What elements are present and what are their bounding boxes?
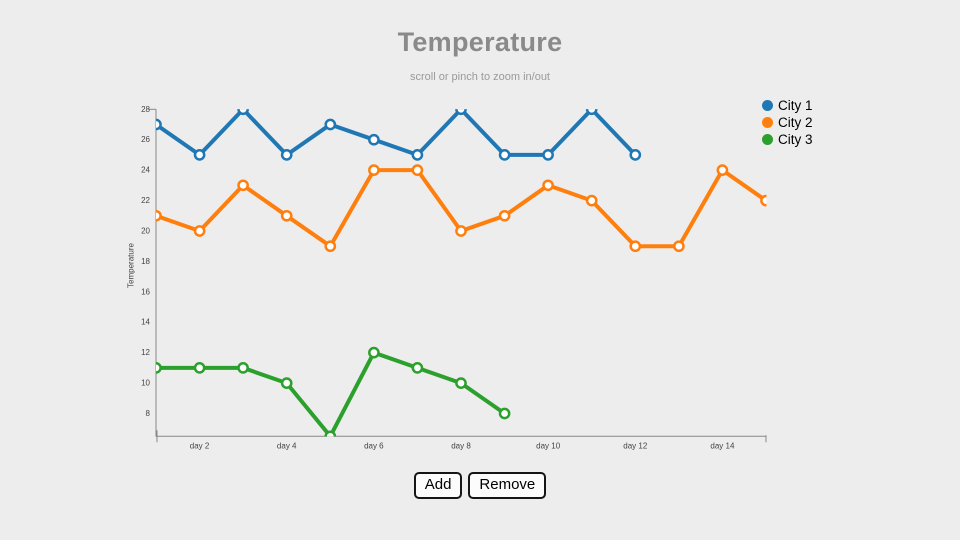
add-button[interactable]: Add	[413, 472, 463, 499]
data-point-city-3[interactable]	[280, 377, 293, 389]
y-tick-label: 12	[141, 348, 150, 357]
chart-legend: City 1 City 2 City 3	[762, 97, 813, 148]
y-tick-label: 28	[141, 105, 150, 114]
temperature-line-chart[interactable]: 8 10 12 14 16 18 20 22 24 26 28 day 2 day 4 day 6 day …	[0, 0, 960, 470]
legend-label: City 2	[778, 114, 813, 130]
chart-title: Temperature	[397, 27, 563, 57]
legend-label: City 3	[778, 131, 813, 147]
data-point-city-2[interactable]	[411, 164, 424, 176]
y-tick-label: 26	[141, 135, 150, 144]
data-point-city-2[interactable]	[280, 209, 293, 222]
x-tick-label: day 6	[364, 441, 384, 450]
x-tick-label: day 10	[536, 441, 561, 450]
legend-dot-icon	[762, 117, 773, 128]
data-point-city-2[interactable]	[716, 164, 729, 176]
y-tick-label: 10	[141, 379, 150, 388]
data-point-city-1[interactable]	[368, 133, 380, 146]
data-point-city-1[interactable]	[585, 105, 598, 116]
remove-button[interactable]: Remove	[468, 472, 547, 499]
chart-subtitle: scroll or pinch to zoom in/out	[409, 71, 550, 83]
legend-item-city-1[interactable]: City 1	[762, 97, 813, 114]
data-point-city-1[interactable]	[542, 149, 554, 161]
x-tick-label: day 8	[451, 441, 471, 450]
data-point-city-1[interactable]	[629, 149, 642, 161]
legend-dot-icon	[762, 100, 773, 111]
data-point-city-3[interactable]	[411, 362, 424, 374]
data-point-city-3[interactable]	[368, 346, 380, 359]
data-point-city-1[interactable]	[237, 105, 249, 116]
data-point-city-2[interactable]	[455, 225, 467, 237]
legend-item-city-2[interactable]: City 2	[762, 114, 813, 131]
y-tick-label: 22	[141, 196, 150, 205]
series-markers-city-2	[151, 164, 770, 253]
data-point-city-3[interactable]	[455, 377, 467, 389]
legend-dot-icon	[762, 134, 773, 145]
x-tick-label: day 12	[623, 441, 648, 450]
data-point-city-1[interactable]	[455, 105, 467, 116]
legend-item-city-3[interactable]: City 3	[762, 131, 813, 148]
data-point-city-2[interactable]	[368, 164, 380, 176]
data-point-city-2[interactable]	[673, 240, 685, 253]
data-point-city-1[interactable]	[498, 149, 511, 161]
data-point-city-3[interactable]	[498, 407, 511, 420]
chart-controls: Add Remove	[0, 472, 960, 499]
data-point-city-2[interactable]	[324, 240, 337, 253]
data-point-city-1[interactable]	[151, 118, 162, 131]
data-point-city-2[interactable]	[585, 194, 598, 207]
x-tick-label: day 2	[190, 441, 210, 450]
data-point-city-2[interactable]	[237, 179, 249, 192]
x-tick-label: day 14	[710, 441, 735, 450]
data-point-city-1[interactable]	[411, 149, 424, 161]
series-markers-city-3	[151, 346, 511, 441]
data-point-city-2[interactable]	[193, 225, 206, 237]
y-tick-label: 18	[141, 257, 150, 266]
data-point-city-3[interactable]	[193, 362, 206, 374]
data-point-city-1[interactable]	[280, 149, 293, 161]
y-tick-label: 14	[141, 318, 150, 327]
data-point-city-3[interactable]	[324, 430, 337, 441]
series-line-city-1	[156, 109, 638, 157]
data-point-city-1[interactable]	[324, 118, 337, 131]
x-tick-label: day 4	[277, 441, 297, 450]
y-tick-label: 24	[141, 166, 150, 175]
legend-label: City 1	[778, 97, 813, 113]
data-point-city-3[interactable]	[237, 362, 249, 374]
data-point-city-2[interactable]	[629, 240, 642, 253]
y-tick-label: 20	[141, 226, 150, 235]
data-point-city-2[interactable]	[542, 179, 554, 192]
data-point-city-1[interactable]	[193, 149, 206, 161]
y-tick-label: 8	[146, 409, 151, 418]
data-point-city-2[interactable]	[498, 209, 511, 222]
y-tick-label: 16	[141, 287, 150, 296]
data-point-city-2[interactable]	[760, 194, 770, 207]
series-markers-city-1	[151, 105, 642, 161]
data-point-city-3[interactable]	[151, 362, 162, 374]
y-axis-title: Temperature	[126, 243, 136, 288]
data-point-city-2[interactable]	[151, 209, 162, 222]
